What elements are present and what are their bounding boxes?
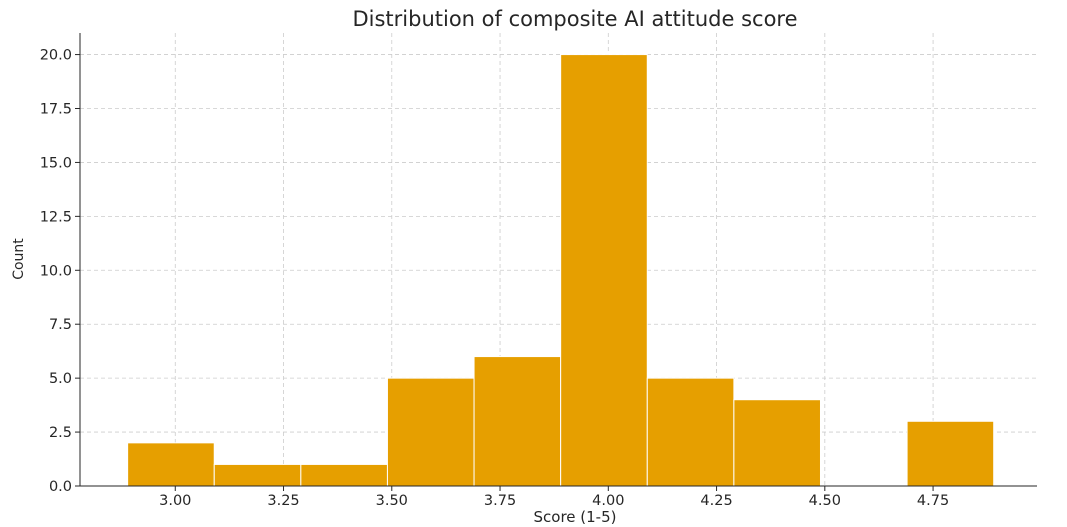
y-tick-label: 10.0 (40, 263, 72, 279)
y-ticks: 0.0 2.5 5.0 7.5 10.0 12.5 15.0 17.5 20.0 (40, 48, 80, 495)
x-axis-label: Score (1-5) (534, 508, 617, 526)
histogram-bar (906, 420, 995, 487)
histogram-bar (386, 377, 475, 487)
histogram-bar (733, 399, 821, 487)
y-tick-label: 17.5 (40, 102, 72, 118)
histogram-bar (213, 463, 302, 487)
x-ticks: 3.00 3.25 3.50 3.75 4.00 4.25 4.50 4.75 (159, 486, 949, 509)
x-tick-label: 3.25 (267, 493, 299, 509)
y-tick-label: 7.5 (49, 317, 72, 333)
x-tick-label: 3.50 (376, 493, 408, 509)
histogram-bar (560, 54, 648, 487)
x-tick-label: 3.00 (159, 493, 191, 509)
y-tick-label: 15.0 (40, 155, 72, 171)
y-tick-label: 0.0 (49, 479, 72, 495)
histogram-bar (127, 442, 215, 487)
histogram-bar (300, 463, 388, 487)
bars (127, 54, 995, 487)
x-tick-label: 4.25 (700, 493, 732, 509)
chart-title: Distribution of composite AI attitude sc… (352, 7, 797, 31)
y-axis-label: Count (11, 238, 27, 280)
x-tick-label: 4.00 (592, 493, 624, 509)
x-tick-label: 4.50 (809, 493, 841, 509)
x-tick-label: 3.75 (484, 493, 516, 509)
histogram-bar (473, 356, 562, 487)
y-tick-label: 20.0 (40, 48, 72, 64)
histogram-bar (646, 377, 735, 487)
y-tick-label: 5.0 (49, 371, 72, 387)
y-tick-label: 2.5 (49, 425, 72, 441)
y-tick-label: 12.5 (40, 209, 72, 225)
x-tick-label: 4.75 (917, 493, 949, 509)
